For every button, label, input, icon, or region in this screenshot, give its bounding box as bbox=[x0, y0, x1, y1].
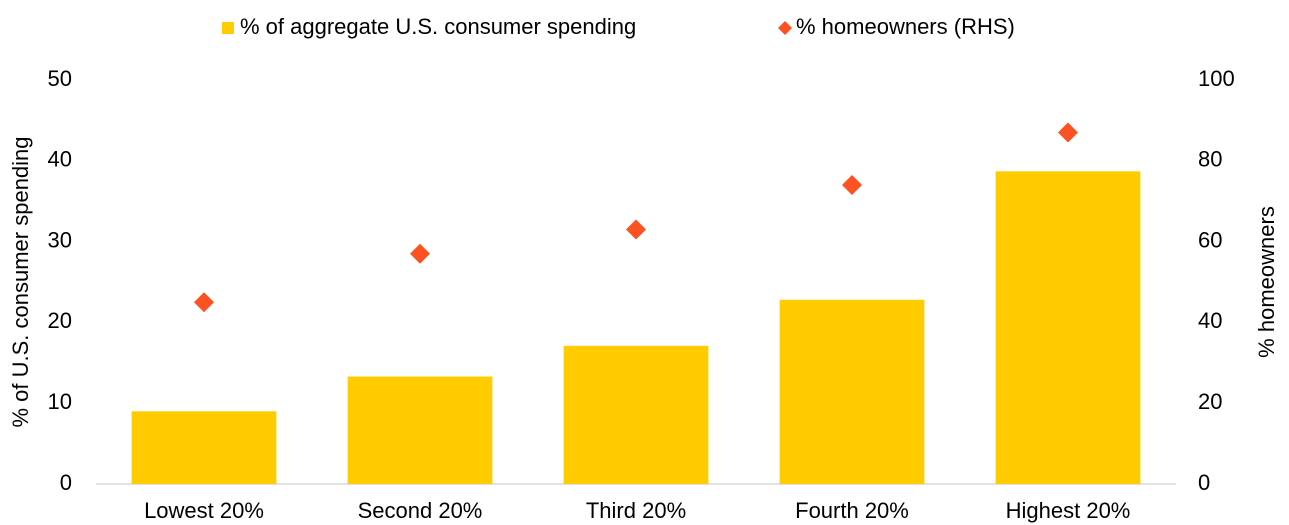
x-tick-label: Second 20% bbox=[358, 498, 483, 523]
y2-axis-label: % homeowners bbox=[1254, 206, 1279, 358]
legend-marker bbox=[778, 21, 792, 35]
legend-label: % homeowners (RHS) bbox=[796, 14, 1015, 39]
y2-tick-label: 60 bbox=[1198, 227, 1222, 252]
legend-label: % of aggregate U.S. consumer spending bbox=[240, 14, 636, 39]
y-tick-label: 0 bbox=[60, 470, 72, 495]
y-tick-label: 20 bbox=[48, 308, 72, 333]
bar bbox=[779, 299, 925, 484]
marker bbox=[194, 292, 214, 313]
x-tick-label: Highest 20% bbox=[1006, 498, 1131, 523]
marker bbox=[410, 243, 430, 264]
y-tick-label: 50 bbox=[48, 66, 72, 91]
y2-tick-label: 40 bbox=[1198, 308, 1222, 333]
legend-marker bbox=[222, 22, 234, 34]
y2-tick-label: 20 bbox=[1198, 389, 1222, 414]
bar bbox=[995, 171, 1141, 484]
y-tick-label: 40 bbox=[48, 147, 72, 172]
marker bbox=[1058, 122, 1078, 143]
marker bbox=[842, 175, 862, 196]
y-tick-label: 10 bbox=[48, 389, 72, 414]
bar bbox=[563, 345, 709, 484]
x-tick-label: Lowest 20% bbox=[144, 498, 264, 523]
x-tick-label: Third 20% bbox=[586, 498, 686, 523]
marker bbox=[626, 219, 646, 240]
bar bbox=[131, 411, 277, 484]
y2-tick-label: 80 bbox=[1198, 147, 1222, 172]
y2-tick-label: 0 bbox=[1198, 470, 1210, 495]
bar bbox=[347, 376, 493, 484]
y-axis-label: % of U.S. consumer spending bbox=[8, 136, 33, 427]
x-tick-label: Fourth 20% bbox=[795, 498, 909, 523]
y-tick-label: 30 bbox=[48, 227, 72, 252]
y2-tick-label: 100 bbox=[1198, 66, 1235, 91]
